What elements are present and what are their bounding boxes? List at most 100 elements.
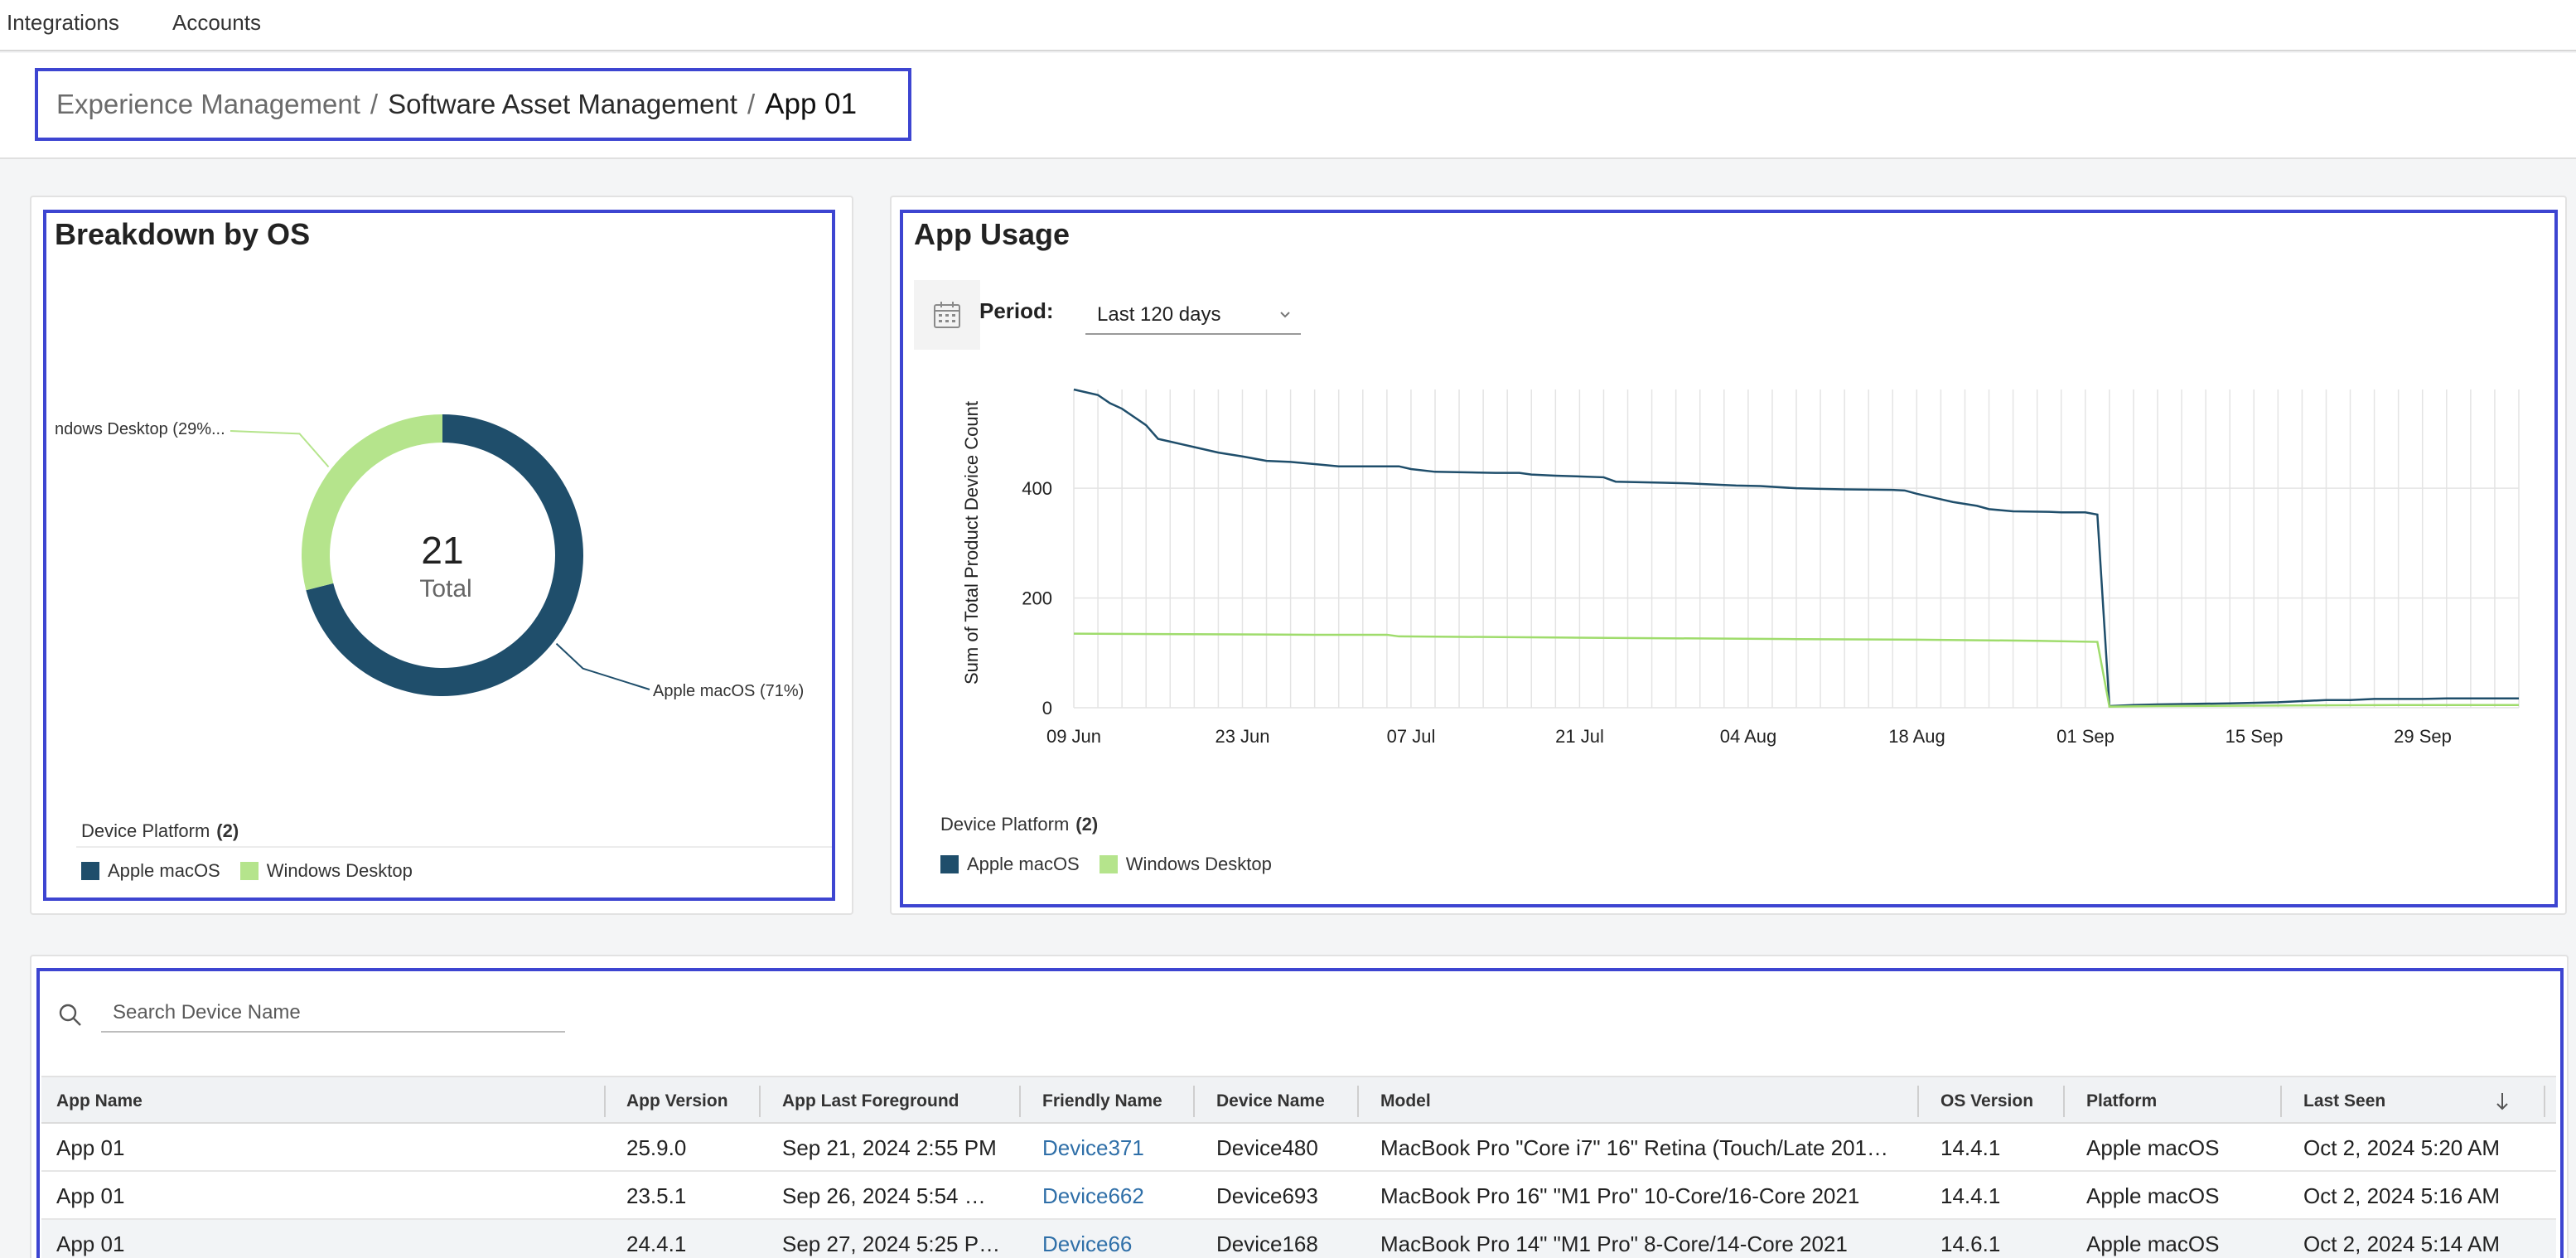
top-nav: Integrations Accounts: [0, 0, 2576, 51]
series-line-apple-macos[interactable]: [1073, 388, 2519, 708]
cell-last-seen: Oct 2, 2024 5:16 AM: [2303, 1183, 2501, 1208]
column-divider[interactable]: [604, 1086, 606, 1117]
cell-model: MacBook Pro "Core i7" 16" Retina (Touch/…: [1380, 1135, 1889, 1160]
column-divider[interactable]: [1917, 1086, 1919, 1117]
donut-chart: 21 Total ndows Desktop (29%... Apple mac…: [55, 414, 804, 700]
cell-app-last-foreground: Sep 27, 2024 5:25 P…: [782, 1231, 1001, 1256]
legend-item-label: Apple macOS: [967, 854, 1080, 874]
y-tick-label: 200: [1022, 588, 1052, 609]
breadcrumb-software-asset-management[interactable]: Software Asset Management: [388, 89, 737, 119]
chart-grid: [1073, 389, 2520, 709]
column-divider[interactable]: [759, 1086, 761, 1117]
macos-swatch: [81, 862, 99, 880]
usage-legend: Apple macOS Windows Desktop: [940, 854, 1272, 875]
usage-title: App Usage: [914, 217, 1071, 251]
legend-item-windows[interactable]: Windows Desktop: [239, 860, 413, 882]
column-divider[interactable]: [2063, 1086, 2065, 1117]
device-table: App Name App Version App Last Foreground…: [41, 1076, 2556, 1258]
breadcrumb-current: App 01: [765, 88, 858, 120]
legend-item-label: Apple macOS: [108, 860, 220, 881]
column-divider[interactable]: [2544, 1086, 2545, 1117]
legend-item-windows[interactable]: Windows Desktop: [1099, 854, 1272, 875]
breadcrumb: Experience Management / Software Asset M…: [35, 68, 911, 141]
col-os-version[interactable]: OS Version: [1940, 1091, 2034, 1110]
search-input[interactable]: [101, 994, 565, 1033]
cell-app-name: App 01: [56, 1231, 125, 1256]
column-divider[interactable]: [1357, 1086, 1359, 1117]
windows-swatch: [239, 862, 259, 880]
cell-os-version: 14.4.1: [1940, 1183, 2001, 1208]
cell-platform: Apple macOS: [2086, 1231, 2220, 1256]
table-row[interactable]: App 01 25.9.0 Sep 21, 2024 2:55 PM Devic…: [41, 1124, 2556, 1172]
x-tick-label: 01 Sep: [2056, 726, 2114, 747]
nav-accounts[interactable]: Accounts: [172, 10, 261, 35]
period-select[interactable]: Last 120 days: [1085, 297, 1301, 335]
nav-integrations[interactable]: Integrations: [7, 10, 119, 35]
breakdown-legend-header: Device Platform (2): [81, 820, 239, 842]
col-app-name[interactable]: App Name: [56, 1091, 143, 1110]
col-last-seen[interactable]: Last Seen: [2303, 1091, 2386, 1110]
x-tick-label: 29 Sep: [2394, 726, 2452, 747]
search-icon: [59, 1004, 81, 1026]
table-row[interactable]: App 01 23.5.1 Sep 26, 2024 5:54 … Device…: [41, 1172, 2556, 1220]
series-line-windows-desktop[interactable]: [1073, 632, 2519, 708]
macos-swatch: [940, 855, 959, 873]
sort-descending-icon[interactable]: [2494, 1091, 2511, 1112]
cell-device-name: Device480: [1216, 1135, 1318, 1160]
chart-y-axis-label: Sum of Total Product Device Count: [961, 401, 982, 685]
col-device-name[interactable]: Device Name: [1216, 1091, 1325, 1110]
windows-swatch: [1099, 855, 1118, 873]
breadcrumb-separator: /: [370, 89, 379, 119]
cell-friendly-name-link[interactable]: Device66: [1042, 1231, 1133, 1256]
chevron-down-icon: [1280, 312, 1290, 318]
device-table-highlight: [36, 968, 2564, 1258]
legend-count: (2): [1075, 814, 1099, 835]
usage-highlight: [900, 210, 2558, 907]
x-tick-label: 18 Aug: [1888, 726, 1945, 747]
legend-item-label: Windows Desktop: [1125, 854, 1272, 874]
x-tick-label: 23 Jun: [1215, 726, 1269, 747]
cell-os-version: 14.4.1: [1940, 1135, 2001, 1160]
x-tick-label: 09 Jun: [1046, 726, 1101, 747]
legend-header-label: Device Platform: [81, 820, 210, 841]
column-divider[interactable]: [1019, 1086, 1021, 1117]
calendar-icon: [934, 302, 960, 328]
breadcrumb-experience-management[interactable]: Experience Management: [56, 89, 360, 119]
col-platform[interactable]: Platform: [2086, 1091, 2158, 1110]
col-model[interactable]: Model: [1380, 1091, 1431, 1110]
y-tick-label: 0: [1042, 698, 1052, 719]
donut-slice-windows-desktop[interactable]: [302, 414, 442, 591]
chart-y-ticks: 0 200 400: [1022, 478, 1052, 719]
usage-legend-header: Device Platform (2): [940, 814, 1098, 835]
period-value: Last 120 days: [1097, 303, 1221, 326]
macos-leader-line: [555, 642, 650, 690]
donut-center-label: Total: [419, 575, 471, 602]
table-row[interactable]: App 01 24.4.1 Sep 27, 2024 5:25 P… Devic…: [41, 1220, 2556, 1258]
legend-count: (2): [216, 820, 239, 841]
legend-item-macos[interactable]: Apple macOS: [940, 854, 1080, 875]
cell-device-name: Device168: [1216, 1231, 1318, 1256]
period-calendar-button[interactable]: [914, 280, 980, 350]
legend-item-macos[interactable]: Apple macOS: [81, 860, 220, 882]
cell-device-name: Device693: [1216, 1183, 1318, 1208]
cell-last-seen: Oct 2, 2024 5:14 AM: [2303, 1231, 2501, 1256]
col-app-version[interactable]: App Version: [626, 1091, 728, 1110]
donut-label-macos: Apple macOS (71%): [653, 682, 804, 700]
windows-leader-line: [230, 430, 330, 468]
cell-app-version: 24.4.1: [626, 1231, 687, 1256]
breakdown-card: [30, 196, 853, 915]
cell-friendly-name-link[interactable]: Device662: [1042, 1183, 1144, 1208]
col-friendly-name[interactable]: Friendly Name: [1042, 1091, 1162, 1110]
cell-model: MacBook Pro 14" "M1 Pro" 8-Core/14-Core …: [1380, 1231, 1848, 1256]
breadcrumb-separator: /: [747, 89, 756, 119]
breakdown-highlight: [43, 210, 835, 901]
column-divider[interactable]: [1193, 1086, 1195, 1117]
x-tick-label: 21 Jul: [1555, 726, 1604, 747]
chart-x-ticks: 09 Jun 23 Jun 07 Jul 21 Jul 04 Aug 18 Aug 01 S…: [1046, 726, 2452, 747]
col-app-last-foreground[interactable]: App Last Foreground: [782, 1091, 959, 1110]
cell-app-name: App 01: [56, 1183, 125, 1208]
column-divider[interactable]: [2280, 1086, 2282, 1117]
cell-last-seen: Oct 2, 2024 5:20 AM: [2303, 1135, 2501, 1160]
cell-os-version: 14.6.1: [1940, 1231, 2001, 1256]
cell-friendly-name-link[interactable]: Device371: [1042, 1135, 1144, 1160]
